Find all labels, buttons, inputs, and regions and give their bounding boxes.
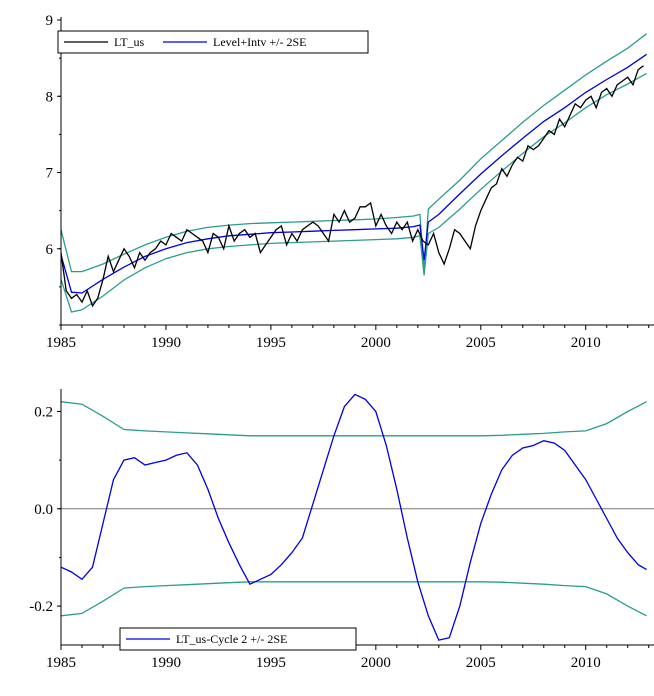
y-tick-label: 7 [46,166,54,182]
series-line-level-intv-2se [60,53,647,294]
y-tick-label: -0.2 [29,599,53,615]
y-tick-label: 6 [46,242,54,258]
legend-label: LT_us [114,35,145,49]
y-tick-label: 0.2 [34,404,53,420]
x-tick-label: 1985 [46,655,76,671]
y-tick-label: 9 [46,13,54,29]
x-tick-label: 2000 [361,655,391,671]
x-tick-label: 2000 [361,335,391,351]
legend: LT_us-Cycle 2 +/- 2SE [119,627,357,651]
legend-label: LT_us-Cycle 2 +/- 2SE [176,632,287,646]
series-line-lt-us-cycle-2-2se [60,393,647,641]
band-lower-line [60,72,647,313]
x-tick-label: 2005 [466,335,496,351]
legend-frame [57,30,369,54]
band-upper-line [60,33,647,273]
x-tick-label: 1995 [256,655,286,671]
x-tick-label: 1990 [151,335,181,351]
band-lower-line [60,581,647,617]
legend-frame [119,627,357,651]
y-tick-label: 8 [46,89,54,105]
x-tick-label: 1990 [151,655,181,671]
band-upper-line [60,401,647,437]
series-line-lt-us [60,65,644,308]
x-tick-label: 2010 [571,655,601,671]
legend-label: Level+Intv +/- 2SE [213,35,307,49]
chart-cycle: -0.2 0.0 0.2 1985 1990 1995 2000 2005 2010 LT_us-… [29,389,654,671]
chart-level: 6 7 8 9 1985 1990 1995 2000 2005 2010 LT_us Level+I… [46,13,654,351]
x-tick-label: 2010 [571,335,601,351]
y-tick-label: 0.0 [34,502,53,518]
x-tick-label: 1995 [256,335,286,351]
x-tick-label: 2005 [466,655,496,671]
legend: LT_us Level+Intv +/- 2SE [57,30,369,54]
x-tick-label: 1985 [46,335,76,351]
